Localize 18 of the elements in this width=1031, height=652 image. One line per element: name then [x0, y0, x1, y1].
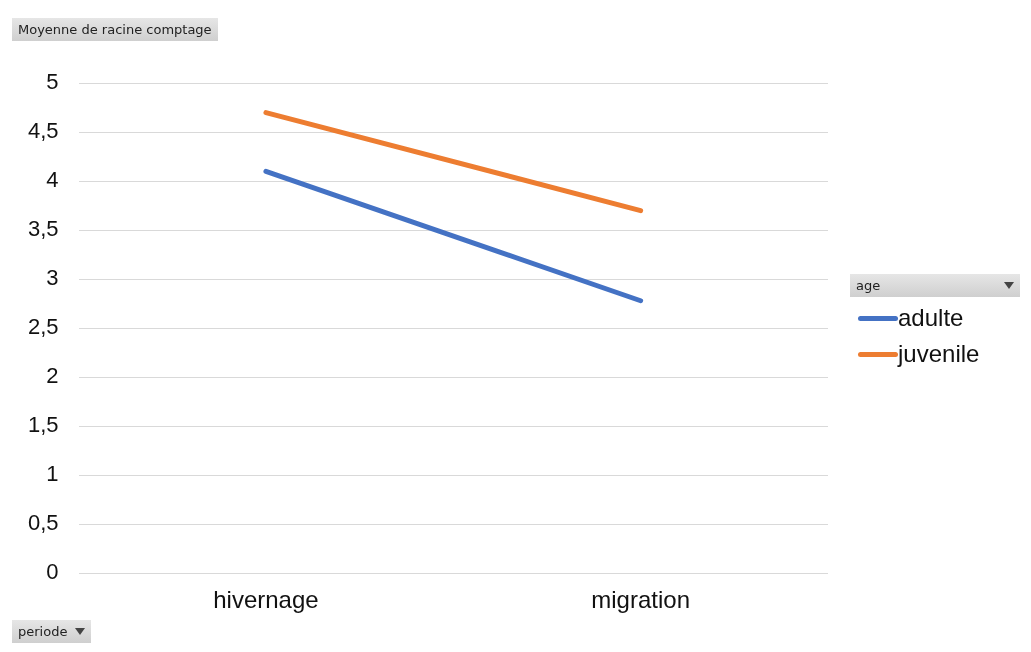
legend-label: adulte — [898, 303, 964, 333]
y-tick-label: 2 — [46, 363, 59, 389]
y-axis-title: Moyenne de racine comptage — [12, 18, 218, 41]
y-tick-label: 3,5 — [27, 216, 59, 242]
y-tick-label: 2,5 — [27, 314, 59, 340]
y-tick-label: 1,5 — [27, 412, 59, 438]
y-tick-label: 0 — [46, 559, 59, 585]
legend-title: age — [856, 278, 881, 293]
x-tick-label: hivernage — [213, 586, 319, 614]
legend-label: juvenile — [898, 339, 980, 369]
y-tick-label: 4,5 — [27, 118, 59, 144]
y-tick-label: 5 — [46, 69, 59, 95]
y-tick-label: 0,5 — [27, 510, 59, 536]
y-tick-label: 3 — [46, 265, 59, 291]
x-tick-label: migration — [591, 586, 691, 614]
y-tick-label: 4 — [46, 167, 59, 193]
y-tick-label: 1 — [46, 461, 59, 487]
x-axis-title: periode — [18, 624, 68, 639]
